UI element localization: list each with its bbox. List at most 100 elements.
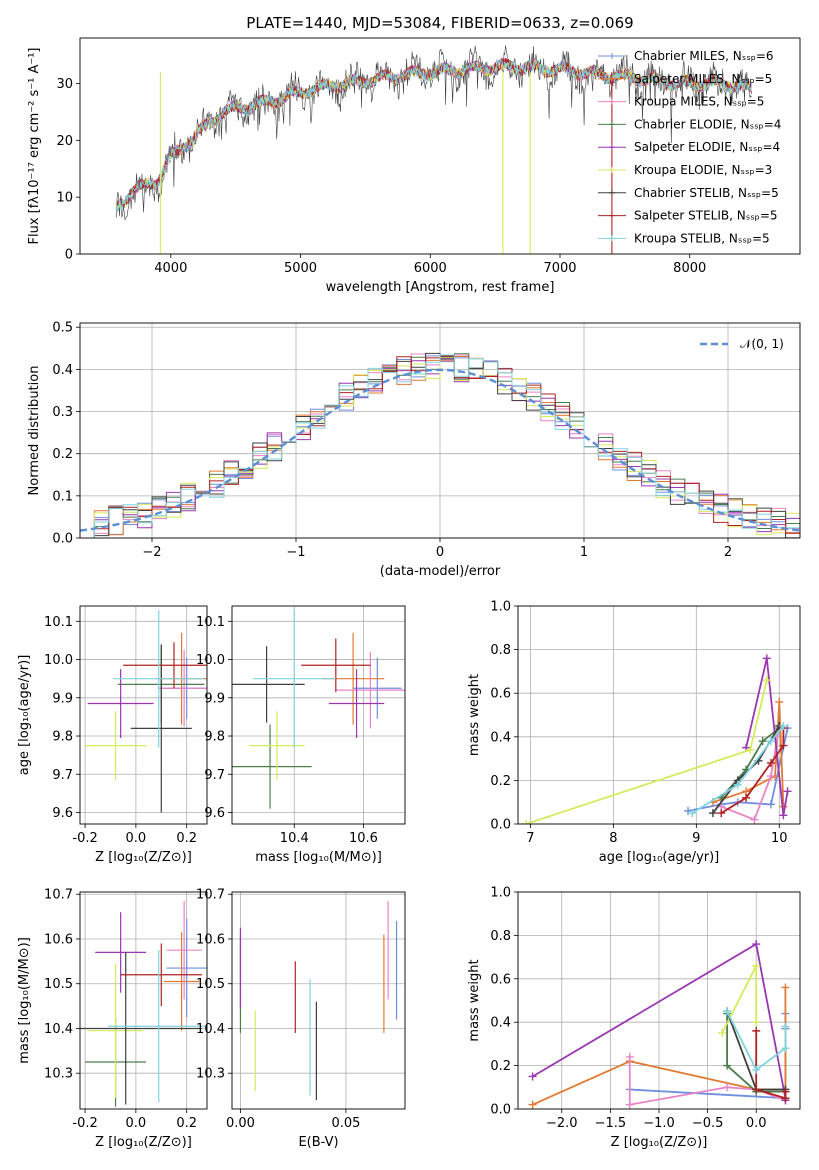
y-tick-label: 10.5: [44, 977, 73, 992]
plot-frame: [517, 891, 801, 1110]
y-tick-label: 0.0: [490, 1103, 511, 1118]
plot-frame: [79, 605, 208, 825]
mass-weight-marker: [528, 1100, 537, 1109]
plot-frame: [79, 37, 801, 255]
mass-weight-marker: [723, 1061, 732, 1070]
mass-weight-marker: [766, 772, 775, 781]
spectrum-panel: 4000 5000 6000 7000 8000 0 10 20 30 wavelength [A…: [27, 37, 801, 295]
mass-weight-marker: [742, 793, 751, 802]
legend-entry: Chabrier STELIB, Nₛₛₚ=5: [634, 186, 779, 200]
x-axis-label: E(B-V): [298, 1135, 338, 1150]
y-tick-label: 0.4: [490, 1016, 511, 1031]
legend-marker: [609, 212, 615, 219]
x-tick-label: 0.2: [176, 1116, 197, 1131]
y-tick-label: 0.0: [52, 532, 73, 547]
mass-weight-marker: [752, 1085, 761, 1094]
y-tick-label: 10.3: [44, 1067, 73, 1082]
x-tick-label: 1: [580, 545, 588, 560]
x-axis-label: Z [log₁₀(Z/Z⊙)]: [95, 1135, 192, 1150]
legend-marker: [609, 144, 615, 151]
y-tick-label: 0.6: [490, 687, 511, 702]
legend-entry: Salpeter STELIB, Nₛₛₚ=5: [634, 209, 778, 223]
mass-weight-series-line: [726, 1010, 787, 1072]
mass-weight-vs-z-panel: −2.0 −1.5 −1.0 −0.5 0.0 0.0 0.2 0.4 0.6 0.8 1.0 Z […: [467, 886, 801, 1150]
y-tick-label: 9.9: [204, 691, 225, 706]
mass-weight-marker: [783, 787, 792, 796]
y-tick-label: 10.4: [196, 1022, 225, 1037]
y-tick-label: 10: [56, 191, 73, 206]
plot-frame: [231, 605, 406, 825]
age-vs-mass-panel: 10.4 10.6 9.6 9.7 9.8 9.9 10.0 10.1 mass [log₁₀(…: [196, 605, 406, 865]
x-tick-label: -0.2: [72, 831, 97, 846]
x-tick-label: −2: [142, 545, 161, 560]
mass-weight-marker: [752, 940, 761, 949]
mass-weight-marker: [718, 1029, 727, 1038]
x-tick-label: −1.0: [643, 1116, 675, 1131]
legend-entry: Kroupa MILES, Nₛₛₚ=5: [634, 95, 764, 109]
mass-weight-marker: [708, 809, 717, 818]
x-axis-label: mass [log₁₀(M/M⊙)]: [255, 850, 382, 865]
x-axis-label: Z [log₁₀(Z/Z⊙)]: [611, 1135, 708, 1150]
legend-marker: [609, 235, 615, 242]
plot-frame: [517, 605, 801, 825]
y-axis-label: age [log₁₀(age/yr)]: [17, 655, 32, 776]
y-tick-label: 10.0: [196, 653, 225, 668]
y-tick-label: 10.1: [44, 615, 73, 630]
mass-weight-marker: [762, 654, 771, 663]
y-tick-label: 0.2: [490, 774, 511, 789]
mass-weight-series-line: [726, 1013, 786, 1093]
mass-weight-series-line: [720, 727, 780, 799]
x-tick-label: 0: [436, 545, 444, 560]
x-axis-label: age [log₁₀(age/yr)]: [599, 850, 720, 865]
y-tick-label: 10.1: [196, 615, 225, 630]
mass-weight-marker: [688, 809, 697, 818]
mass-weight-marker: [528, 1072, 537, 1081]
y-tick-label: 10.6: [44, 932, 73, 947]
y-tick-label: 1.0: [490, 886, 511, 901]
y-tick-label: 0.2: [52, 447, 73, 462]
legend-marker: [609, 167, 615, 173]
y-axis-label: Normed distribution: [27, 366, 42, 496]
x-tick-label: 8: [609, 831, 617, 846]
x-tick-label: 0.0: [126, 1116, 147, 1131]
mass-weight-marker: [733, 780, 742, 789]
x-tick-label: 9: [692, 831, 700, 846]
y-tick-label: 9.8: [52, 730, 73, 745]
mass-weight-marker: [781, 983, 790, 992]
plot-frame: [79, 891, 208, 1110]
mass-weight-marker: [723, 1083, 732, 1092]
mass-weight-marker: [752, 1018, 761, 1027]
mass-weight-marker: [752, 1026, 761, 1035]
x-tick-label: 10.4: [280, 831, 309, 846]
x-tick-label: 10: [771, 831, 788, 846]
mass-weight-marker: [766, 737, 775, 746]
x-tick-label: −1: [286, 545, 305, 560]
mass-weight-marker: [752, 961, 761, 970]
x-tick-label: 5000: [284, 261, 317, 276]
x-tick-label: 10.6: [349, 831, 378, 846]
y-tick-label: 9.9: [52, 691, 73, 706]
x-tick-label: -0.2: [72, 1116, 97, 1131]
mass-weight-marker: [723, 1007, 732, 1016]
x-axis-label: wavelength [Angstrom, rest frame]: [326, 280, 555, 295]
x-tick-label: 0.05: [331, 1116, 360, 1131]
x-tick-label: 7000: [543, 261, 576, 276]
x-tick-label: 0.2: [176, 831, 197, 846]
y-tick-label: 9.6: [52, 806, 73, 821]
mass-vs-ebv-panel: 0.00 0.05 10.3 10.4 10.5 10.6 10.7 E(B-V): [196, 888, 406, 1150]
y-tick-label: 0.4: [52, 363, 73, 378]
y-tick-label: 10.4: [44, 1022, 73, 1037]
residual-histogram: [80, 354, 800, 538]
legend-marker: [609, 98, 615, 105]
y-tick-label: 9.6: [204, 806, 225, 821]
mass-weight-marker: [684, 806, 693, 815]
plot-frame: [231, 891, 406, 1110]
x-tick-label: 8000: [673, 261, 706, 276]
residuals-panel: −2 −1 0 1 2 0.0 0.1 0.2 0.3 0.4 0.5 (data-model)/er…: [27, 321, 801, 579]
mass-vs-z-panel: -0.2 0.0 0.2 10.3 10.4 10.5 10.6 10.7 Z [log₁₀(Z…: [17, 888, 208, 1150]
spectrum-title: PLATE=1440, MJD=53084, FIBERID=0633, z=0…: [246, 14, 633, 32]
y-tick-label: 10.7: [196, 888, 225, 903]
x-tick-label: −2.0: [546, 1116, 578, 1131]
normal-curve: [80, 368, 800, 532]
mass-weight-marker: [766, 800, 775, 809]
